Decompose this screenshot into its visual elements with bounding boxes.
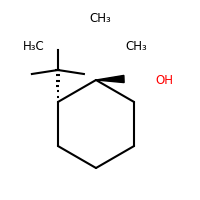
Text: OH: OH: [155, 73, 173, 86]
Text: CH₃: CH₃: [89, 11, 111, 24]
Polygon shape: [96, 75, 124, 83]
Text: CH₃: CH₃: [125, 40, 147, 52]
Text: H₃C: H₃C: [23, 40, 45, 52]
